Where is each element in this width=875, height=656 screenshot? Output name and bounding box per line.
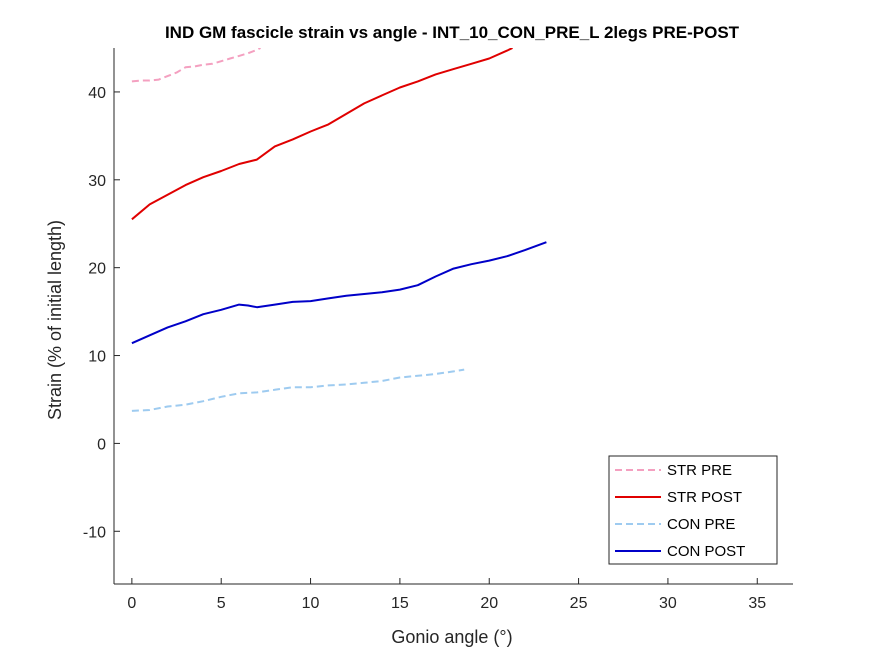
legend-box [608,455,778,565]
legend-label: STR PRE [667,462,732,479]
legend-label: STR POST [667,489,742,506]
legend: STR PRE STR POST CON PRE CON POST [608,455,778,565]
series-line-con-pre [131,368,465,412]
y-tick-label: 40 [88,85,106,102]
y-axis-label: Strain (% of initial length) [45,220,65,420]
chart-title: IND GM fascicle strain vs angle - INT_10… [165,23,740,42]
x-tick-label: 0 [127,595,136,612]
y-tick-label: 0 [97,436,106,453]
x-axis-label: Gonio angle (°) [391,627,512,647]
x-tick-label: 15 [391,595,409,612]
y-tick-label: 10 [88,349,106,366]
x-tick-label: 20 [480,595,498,612]
x-tick-label: 10 [302,595,320,612]
series-line-con-post [131,241,547,345]
x-tick-label: 25 [570,595,588,612]
x-tick-label: 35 [748,595,766,612]
legend-label: CON PRE [667,516,735,533]
x-tick-label: 5 [217,595,226,612]
y-tick-label: 20 [88,261,106,278]
axis-ticks: 0 5 10 15 20 25 30 35 -10 0 10 20 30 40 [83,85,766,612]
y-tick-label: -10 [83,524,106,541]
series-line-str-pre [131,48,261,83]
series-line-str-post [131,48,513,221]
x-tick-label: 30 [659,595,677,612]
axes [113,48,793,585]
y-tick-label: 30 [88,173,106,190]
legend-label: CON POST [667,543,745,560]
